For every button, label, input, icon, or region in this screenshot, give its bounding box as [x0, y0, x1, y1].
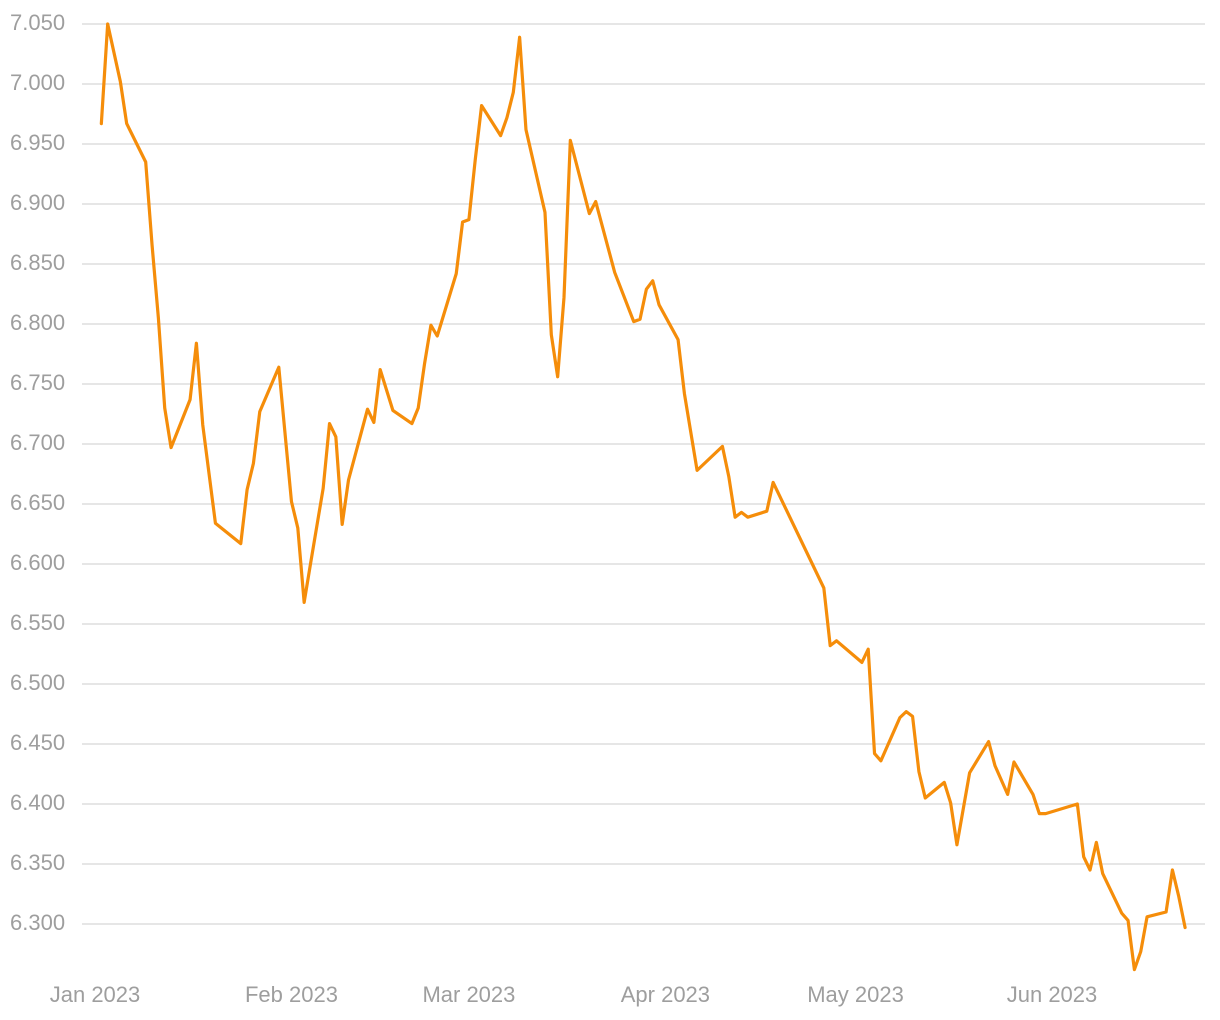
y-tick-label: 6.750 — [10, 370, 65, 395]
y-tick-label: 6.350 — [10, 850, 65, 875]
x-tick-label: Feb 2023 — [245, 982, 338, 1007]
y-tick-label: 6.500 — [10, 670, 65, 695]
y-tick-label: 6.300 — [10, 910, 65, 935]
y-tick-label: 6.950 — [10, 130, 65, 155]
y-tick-label: 6.600 — [10, 550, 65, 575]
x-tick-label: May 2023 — [807, 982, 904, 1007]
x-tick-label: Mar 2023 — [422, 982, 515, 1007]
y-tick-label: 6.900 — [10, 190, 65, 215]
y-tick-label: 6.650 — [10, 490, 65, 515]
data-line — [99, 22, 1187, 972]
y-tick-label: 6.450 — [10, 730, 65, 755]
y-tick-label: 7.050 — [10, 10, 65, 35]
y-tick-label: 7.000 — [10, 70, 65, 95]
x-tick-label: Jun 2023 — [1007, 982, 1098, 1007]
y-tick-label: 6.850 — [10, 250, 65, 275]
x-tick-label: Apr 2023 — [621, 982, 710, 1007]
x-tick-label: Jan 2023 — [50, 982, 141, 1007]
y-tick-label: 6.550 — [10, 610, 65, 635]
y-tick-label: 6.400 — [10, 790, 65, 815]
y-tick-label: 6.800 — [10, 310, 65, 335]
y-tick-label: 6.700 — [10, 430, 65, 455]
